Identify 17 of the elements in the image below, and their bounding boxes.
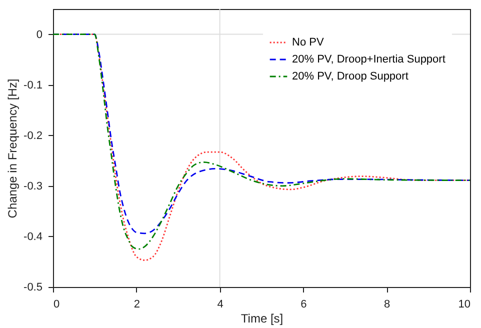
legend-label: 20% PV, Droop Support: [292, 70, 408, 82]
legend-label: 20% PV, Droop+Inertia Support: [292, 54, 446, 66]
y-tick-label: -0.5: [24, 282, 42, 294]
x-tick-label: 10: [458, 298, 470, 310]
y-tick-label: 0: [36, 28, 42, 41]
x-tick-label: 0: [54, 298, 60, 310]
x-tick-label: 2: [134, 298, 140, 310]
x-tick-label: 8: [384, 298, 390, 310]
y-tick-label: -0.4: [24, 230, 42, 243]
y-tick-label: -0.1: [24, 79, 42, 92]
y-tick-label: -0.3: [24, 180, 42, 192]
y-axis-title: Change in Frequency [Hz]: [6, 78, 20, 218]
x-axis-title: Time [s]: [240, 312, 284, 326]
y-tick-label: -0.2: [24, 130, 42, 142]
x-tick-label: 6: [300, 298, 307, 310]
legend-label: No PV: [292, 36, 324, 48]
x-tick-label: 4: [217, 298, 224, 310]
